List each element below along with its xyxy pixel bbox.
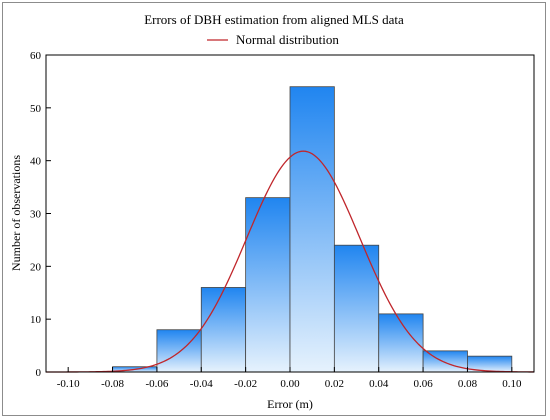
x-tick-label: 0.08	[458, 378, 478, 390]
y-tick-label: 20	[30, 261, 42, 273]
x-tick-label: -0.06	[145, 378, 168, 390]
y-axis-label: Number of observations	[9, 155, 23, 271]
histogram-bar	[156, 329, 202, 373]
legend: Normal distribution	[207, 32, 339, 47]
x-tick-label: 0.00	[280, 378, 300, 390]
histogram-bar	[289, 86, 335, 373]
x-tick-label: 0.02	[325, 378, 344, 390]
x-tick-label: -0.02	[234, 378, 257, 390]
y-tick-label: 50	[30, 103, 42, 115]
x-tick-label: -0.04	[190, 378, 213, 390]
y-axis-ticks: 0 10 20 30 40 50 60	[30, 50, 51, 379]
y-tick-label: 40	[30, 156, 42, 168]
x-axis-ticks: -0.10 -0.08 -0.06 -0.04 -0.02 0.00 0.02 0.04 0.0…	[57, 367, 522, 390]
x-tick-label: -0.10	[57, 378, 80, 390]
histogram-bar	[333, 244, 380, 373]
x-tick-label: 0.04	[369, 378, 389, 390]
y-tick-label: 0	[36, 367, 42, 379]
y-tick-label: 30	[30, 209, 42, 221]
bars	[112, 86, 513, 373]
x-tick-label: 0.06	[413, 378, 433, 390]
histogram-bar	[200, 287, 247, 373]
y-tick-label: 10	[30, 314, 42, 326]
normal-curve-layer	[46, 150, 535, 373]
x-tick-label: -0.08	[101, 378, 124, 390]
histogram-bar	[378, 313, 424, 373]
x-tick-label: 0.10	[502, 378, 522, 390]
legend-label-normal-distribution: Normal distribution	[236, 32, 339, 47]
x-axis-label: Error (m)	[267, 397, 313, 411]
chart-title: Errors of DBH estimation from aligned ML…	[144, 12, 404, 27]
normal-distribution-curve	[46, 150, 535, 373]
y-tick-label: 60	[30, 50, 42, 62]
